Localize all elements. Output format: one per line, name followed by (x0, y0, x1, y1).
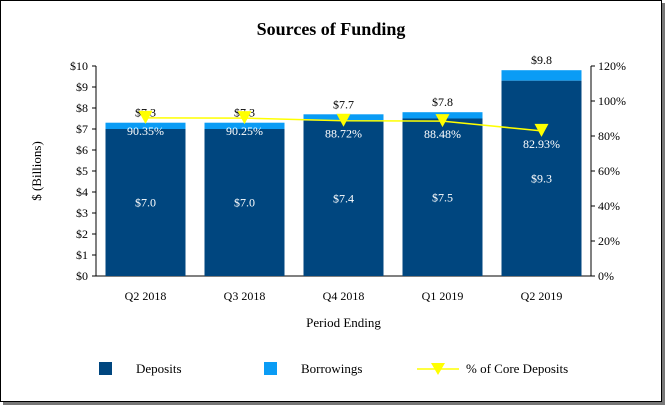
percent-label: 90.35% (127, 124, 164, 138)
y-tick-label: $9 (76, 80, 88, 94)
core-deposits-marker (138, 110, 153, 124)
x-tick-label: Q2 2019 (521, 289, 563, 303)
x-tick-label: Q2 2018 (125, 289, 167, 303)
percent-label: 90.25% (226, 124, 263, 138)
deposit-label: $7.0 (135, 196, 156, 210)
legend-deposits-label: Deposits (136, 361, 182, 376)
core-deposits-marker (237, 111, 252, 125)
bar-borrowings (204, 122, 285, 129)
y2-tick-label: 120% (598, 59, 626, 73)
y2-tick-label: 40% (598, 199, 620, 213)
bar-deposits (402, 118, 483, 276)
legend-borrowings-swatch (264, 362, 277, 375)
bar-borrowings (501, 70, 582, 81)
y-tick-label: $2 (76, 227, 88, 241)
total-label: $9.8 (531, 53, 552, 67)
legend-borrowings-label: Borrowings (301, 361, 362, 376)
x-tick-label: Q4 2018 (323, 289, 365, 303)
core-deposits-marker (435, 114, 450, 128)
total-label: $7.8 (432, 95, 453, 109)
chart-title: Sources of Funding (257, 19, 406, 39)
x-axis-label: Period Ending (306, 315, 381, 330)
chart-svg: Sources of Funding $0 $1 $2 $3 $4 $5 $6 $7 $8 $9 $1… (29, 19, 626, 376)
legend-core-label: % of Core Deposits (466, 361, 568, 376)
y-tick-label: $7 (76, 122, 88, 136)
deposit-label: $7.4 (333, 191, 354, 205)
y2-tick-label: 20% (598, 234, 620, 248)
deposit-label: $7.5 (432, 190, 453, 204)
bar-deposits (105, 129, 186, 276)
y2-tick-label: 60% (598, 164, 620, 178)
bar-borrowings (105, 122, 186, 129)
y-tick-label: $3 (76, 206, 88, 220)
y-tick-label: $4 (76, 185, 88, 199)
deposit-label: $9.3 (531, 171, 552, 185)
legend-deposits-swatch (99, 362, 112, 375)
percent-label: 88.48% (424, 127, 461, 141)
legend-core-marker (431, 363, 445, 375)
y-tick-label: $10 (70, 59, 88, 73)
deposit-label: $7.0 (234, 196, 255, 210)
y-tick-label: $8 (76, 101, 88, 115)
core-deposits-marker (534, 123, 549, 137)
percent-label: 82.93% (523, 137, 560, 151)
bar-deposits (303, 120, 384, 276)
percent-label: 88.72% (325, 127, 362, 141)
core-deposits-marker (336, 113, 351, 127)
total-label: $7.7 (333, 97, 354, 111)
bar-deposits (501, 80, 582, 276)
y-tick-label: $0 (76, 269, 88, 283)
x-tick-label: Q3 2018 (224, 289, 266, 303)
y2-tick-label: 80% (598, 129, 620, 143)
y-tick-label: $6 (76, 143, 88, 157)
y-tick-label: $1 (76, 248, 88, 262)
y-tick-label: $5 (76, 164, 88, 178)
x-tick-label: Q1 2019 (422, 289, 464, 303)
bar-deposits (204, 129, 285, 276)
y-axis-label: $ (Billions) (29, 141, 44, 201)
y2-tick-label: 0% (598, 269, 614, 283)
y2-tick-label: 100% (598, 94, 626, 108)
